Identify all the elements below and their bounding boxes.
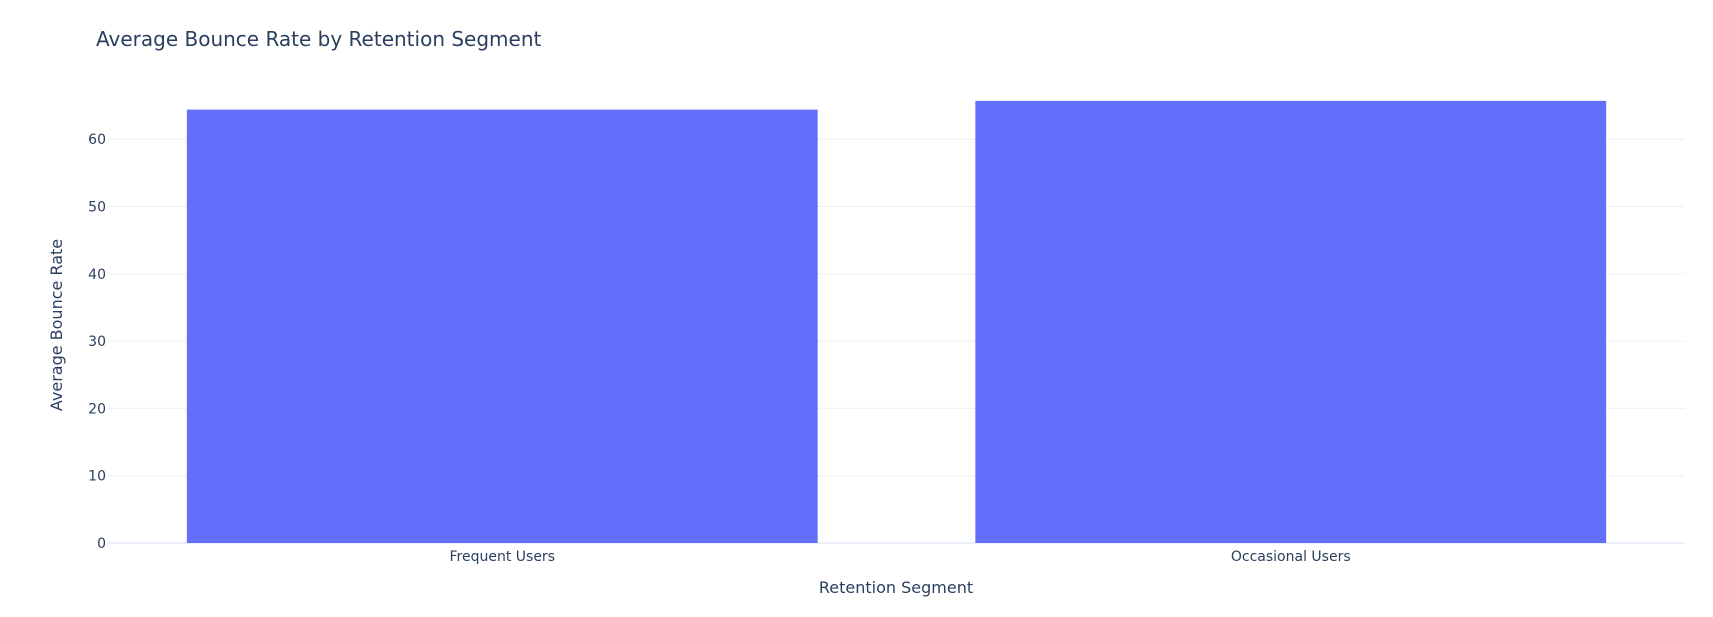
y-tick-label: 30 bbox=[88, 334, 106, 350]
y-tick-label: 60 bbox=[88, 132, 106, 148]
y-tick-label: 0 bbox=[97, 536, 106, 552]
bar-occasional-users[interactable] bbox=[975, 100, 1607, 544]
bar-frequent-users[interactable] bbox=[186, 109, 818, 543]
x-tick-label: Occasional Users bbox=[1231, 549, 1351, 565]
y-axis-title: Average Bounce Rate bbox=[47, 239, 66, 411]
y-tick-label: 10 bbox=[88, 469, 106, 485]
y-tick-label: 40 bbox=[88, 267, 106, 283]
x-axis-title: Retention Segment bbox=[819, 578, 973, 597]
chart-title: Average Bounce Rate by Retention Segment bbox=[96, 27, 542, 51]
y-tick-label: 50 bbox=[88, 200, 106, 216]
y-axis-ticks: 0 10 20 30 40 50 60 bbox=[88, 132, 106, 552]
x-tick-label: Frequent Users bbox=[450, 549, 556, 565]
x-axis-ticks: Frequent Users Occasional Users bbox=[450, 549, 1351, 565]
bars bbox=[186, 100, 1607, 544]
y-tick-label: 20 bbox=[88, 401, 106, 417]
